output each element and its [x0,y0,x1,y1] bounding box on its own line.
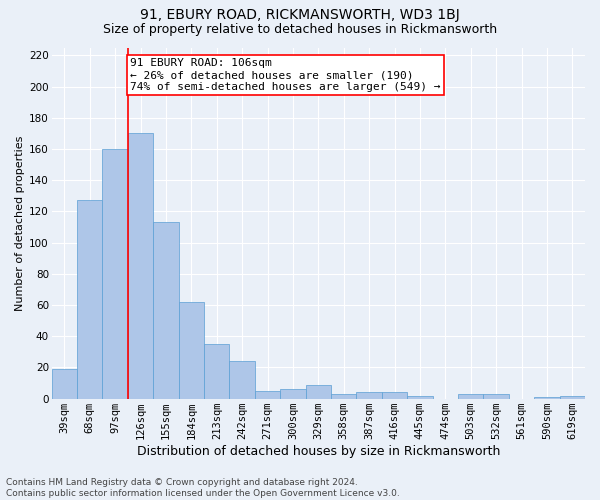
Bar [560,396,585,398]
Bar [331,394,356,398]
Bar [52,369,77,398]
Text: 91 EBURY ROAD: 106sqm
← 26% of detached houses are smaller (190)
74% of semi-det: 91 EBURY ROAD: 106sqm ← 26% of detached … [130,58,441,92]
Text: Contains HM Land Registry data © Crown copyright and database right 2024.
Contai: Contains HM Land Registry data © Crown c… [6,478,400,498]
Text: Size of property relative to detached houses in Rickmansworth: Size of property relative to detached ho… [103,22,497,36]
Bar [179,302,204,398]
Bar [534,397,560,398]
Bar [407,396,433,398]
Bar [103,149,128,398]
X-axis label: Distribution of detached houses by size in Rickmansworth: Distribution of detached houses by size … [137,444,500,458]
Bar [255,391,280,398]
Bar [204,344,229,399]
Y-axis label: Number of detached properties: Number of detached properties [15,136,25,311]
Text: 91, EBURY ROAD, RICKMANSWORTH, WD3 1BJ: 91, EBURY ROAD, RICKMANSWORTH, WD3 1BJ [140,8,460,22]
Bar [382,392,407,398]
Bar [280,390,305,398]
Bar [356,392,382,398]
Bar [484,394,509,398]
Bar [77,200,103,398]
Bar [305,384,331,398]
Bar [458,394,484,398]
Bar [128,134,153,398]
Bar [229,361,255,399]
Bar [153,222,179,398]
